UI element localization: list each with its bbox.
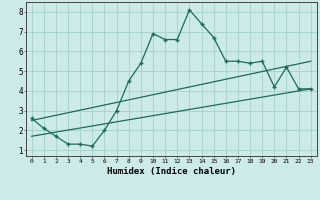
X-axis label: Humidex (Indice chaleur): Humidex (Indice chaleur) [107,167,236,176]
